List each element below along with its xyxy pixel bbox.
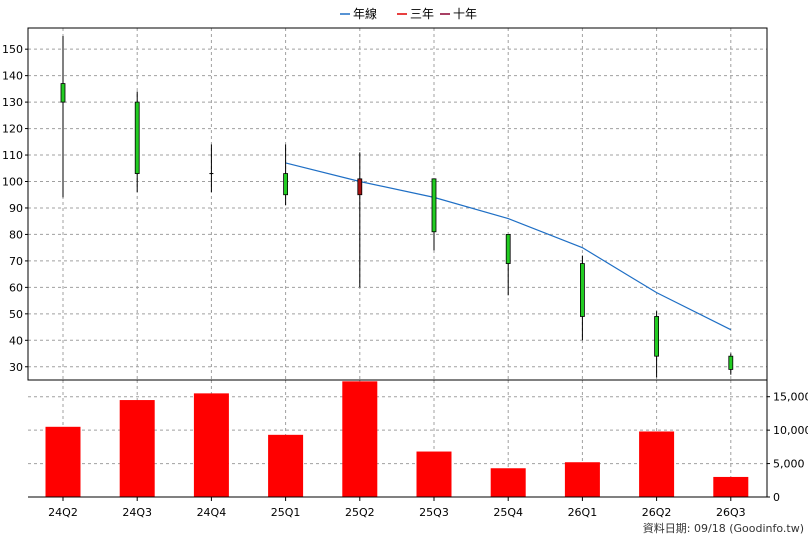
x-tick-label: 25Q4 [493, 506, 523, 519]
volume-bar [342, 381, 378, 497]
x-tick-label: 25Q1 [271, 506, 301, 519]
legend-label: 年線 [353, 6, 377, 21]
candlesticks [60, 35, 734, 378]
volume-bar [119, 400, 155, 497]
legend-label: 三年 [410, 7, 434, 21]
candle [357, 152, 363, 288]
price-tick-label: 80 [9, 228, 23, 241]
x-tick-label: 25Q2 [345, 506, 375, 519]
candle-body [654, 316, 659, 357]
volume-bar [713, 476, 749, 497]
data-date-footer: 資料日期: 09/18 (Goodinfo.tw) [643, 521, 804, 535]
x-tick-label: 24Q3 [122, 506, 152, 519]
candle-body [431, 178, 437, 233]
volume-tick-label: 15,000 [773, 391, 808, 404]
candle [654, 311, 659, 378]
volume-bar [416, 451, 452, 497]
candle-body [728, 355, 734, 370]
price-tick-label: 130 [2, 96, 23, 109]
price-tick-label: 100 [2, 176, 23, 189]
price-tick-label: 60 [9, 281, 23, 294]
candle [283, 144, 289, 206]
price-frame [27, 27, 768, 381]
legend: 年線 三年 十年 [340, 6, 477, 21]
x-tick-label: 26Q2 [642, 506, 672, 519]
volume-bar [268, 434, 304, 497]
volume-tick-label: 10,000 [773, 424, 808, 437]
volume-bar [193, 393, 229, 497]
x-tick-label: 24Q2 [48, 506, 78, 519]
legend-item: 十年 [440, 7, 477, 21]
legend-item: 三年 [397, 7, 434, 21]
candle [505, 234, 511, 296]
candle [209, 144, 214, 193]
x-tick-label: 25Q3 [419, 506, 449, 519]
volume-bar [639, 431, 675, 497]
candle-body [283, 173, 289, 196]
candle [431, 178, 437, 251]
x-tick-label: 26Q3 [716, 506, 746, 519]
price-tick-label: 110 [2, 149, 23, 162]
volume-tick-label: 0 [773, 491, 780, 504]
volume-bars [45, 381, 749, 497]
price-tick-label: 70 [9, 255, 23, 268]
price-tick-label: 120 [2, 123, 23, 136]
price-tick-label: 90 [9, 202, 23, 215]
candle-body [60, 83, 66, 103]
x-tick-label: 26Q1 [568, 506, 598, 519]
price-tick-label: 50 [9, 308, 23, 321]
candle [728, 353, 734, 375]
legend-item: 年線 [340, 6, 377, 21]
x-tick-label: 24Q4 [197, 506, 227, 519]
volume-bar [490, 468, 526, 497]
volume-bar [564, 462, 600, 497]
price-tick-label: 40 [9, 334, 23, 347]
candle [580, 255, 585, 341]
candle [60, 35, 66, 198]
price-tick-label: 140 [2, 70, 23, 83]
axis-labels: 30 40 50 60 70 80 90 100 110 120 130 140 150 0 5,000 10… [2, 43, 808, 519]
candle-body [505, 234, 511, 264]
candle-body [134, 101, 140, 174]
candle-body [357, 178, 363, 196]
candle-body [580, 263, 585, 317]
volume-tick-label: 5,000 [773, 458, 805, 471]
legend-label: 十年 [453, 7, 477, 21]
plot-frames [27, 27, 768, 498]
price-tick-label: 30 [9, 361, 23, 374]
volume-bar [45, 426, 81, 497]
candle [134, 91, 140, 193]
price-tick-label: 150 [2, 43, 23, 56]
